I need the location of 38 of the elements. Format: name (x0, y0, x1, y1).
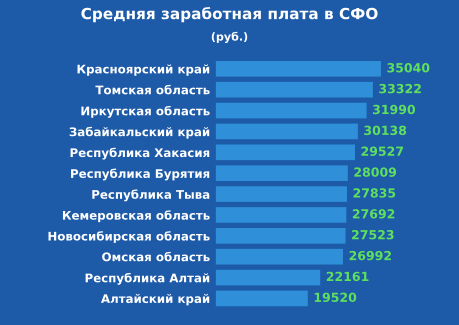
bar (216, 290, 308, 306)
y-tick-label: Алтайский край (101, 294, 210, 306)
bar (216, 270, 320, 286)
y-tick-label: Иркутская область (81, 106, 210, 118)
y-tick-label: Омская область (102, 252, 210, 262)
bar (216, 102, 367, 118)
data-label: 26992 (350, 250, 391, 260)
data-label: 27692 (352, 209, 394, 219)
bar (216, 207, 346, 223)
data-label: 31990 (372, 104, 416, 114)
bar (216, 248, 344, 264)
bar (216, 144, 355, 160)
bar (216, 61, 381, 77)
data-label: 22161 (326, 272, 368, 282)
y-tick-label: Республика Тыва (92, 189, 210, 202)
data-label: 27523 (352, 230, 394, 240)
y-tick-label: Забайкальский край (70, 126, 210, 139)
y-tick-label: Томская область (95, 84, 210, 94)
y-tick-label: Республика Хакасия (70, 148, 210, 160)
y-tick-label: Красноярский край (78, 64, 210, 76)
y-tick-label: Республика Бурятия (71, 168, 210, 180)
bar (216, 124, 358, 140)
data-label: 30138 (364, 126, 406, 136)
y-tick-label: Новосибирская область (48, 231, 210, 243)
data-label: 28009 (354, 167, 396, 177)
data-label: 33322 (379, 84, 421, 94)
bar (216, 228, 346, 244)
data-label: 27835 (354, 188, 396, 198)
data-label: 29527 (362, 146, 404, 156)
chart-title: Средняя заработная плата в СФО (81, 6, 378, 22)
data-label: 35040 (387, 63, 430, 72)
data-label: 19520 (314, 292, 356, 302)
bar (216, 82, 373, 98)
bar (216, 186, 347, 202)
y-tick-label: Республика Алтай (86, 272, 210, 285)
bar (216, 165, 348, 182)
chart-subtitle: (руб.) (212, 32, 248, 43)
y-tick-label: Кемеровская область (62, 210, 210, 222)
